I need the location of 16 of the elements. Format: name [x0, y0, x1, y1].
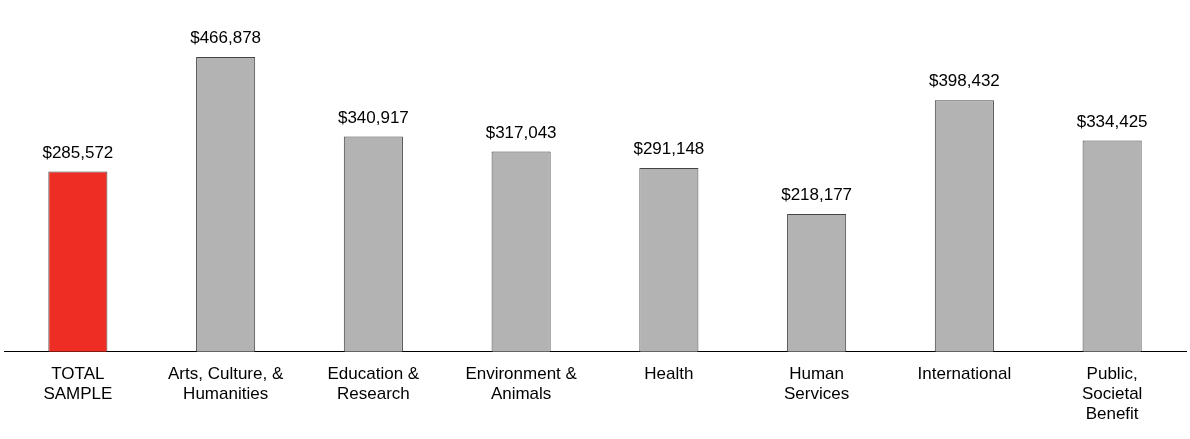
x-tick-label: Health [644, 363, 694, 383]
x-tick-label: Arts, Culture, & Humanities [167, 363, 284, 404]
x-tick-label: Environment & Animals [465, 363, 578, 404]
data-label: $285,572 [42, 142, 114, 162]
x-tick-label: International [917, 363, 1012, 383]
x-tick-label: Public, Societal Benefit [1081, 363, 1143, 424]
x-tick-label: Human Services [784, 363, 850, 404]
data-label: $334,425 [1076, 111, 1148, 131]
data-label: $398,432 [928, 71, 1000, 91]
data-label: $317,043 [485, 122, 557, 142]
data-label: $466,878 [190, 28, 262, 48]
data-label: $218,177 [781, 185, 853, 205]
x-tick-label: TOTAL SAMPLE [43, 363, 113, 404]
data-label: $291,148 [633, 139, 705, 159]
x-tick-label: Education & Research [327, 363, 420, 404]
data-label: $340,917 [337, 107, 409, 127]
